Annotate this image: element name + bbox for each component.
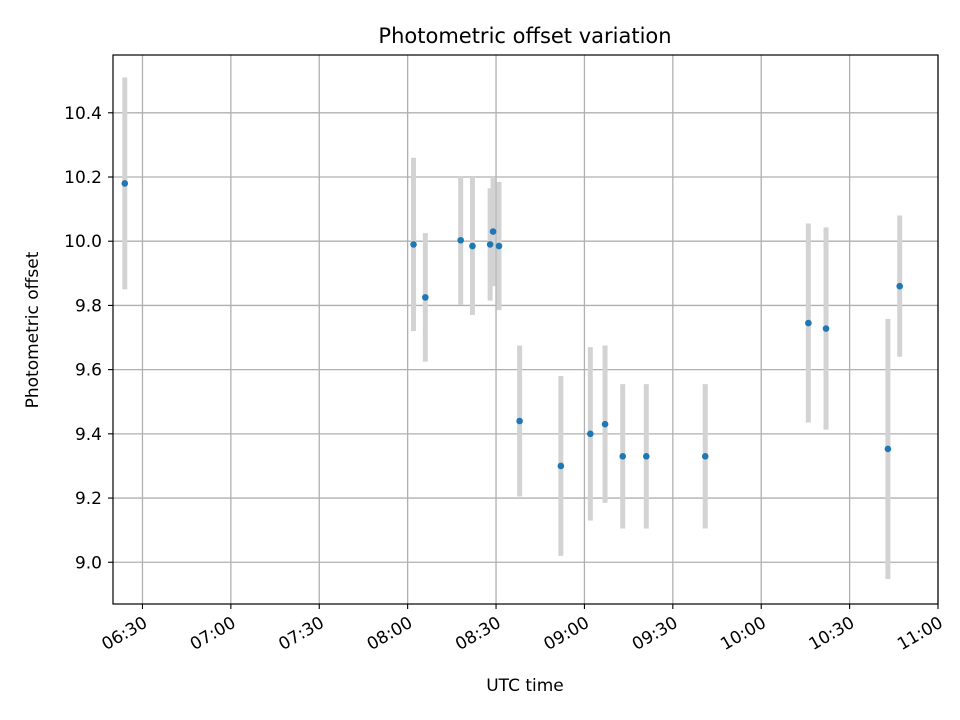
data-point: [557, 462, 565, 470]
data-point: [516, 417, 523, 425]
x-axis-title: UTC time: [486, 676, 564, 696]
y-tick-label: 10.4: [64, 104, 102, 124]
data-point: [457, 236, 464, 244]
data-point: [805, 319, 812, 327]
y-tick-label: 9.4: [75, 425, 102, 445]
y-tick-label: 9.0: [75, 553, 102, 573]
data-point: [619, 453, 627, 460]
y-tick-label: 9.2: [75, 489, 102, 509]
data-point: [469, 242, 476, 250]
data-point: [486, 241, 494, 248]
y-tick-label: 9.6: [75, 361, 102, 381]
data-point: [489, 228, 497, 235]
y-tick-label: 9.8: [75, 296, 102, 316]
data-point: [822, 325, 830, 332]
plot-frame: [112, 54, 939, 605]
data-point: [884, 445, 892, 453]
y-axis-title: Photometric offset: [23, 251, 43, 408]
data-point: [121, 180, 129, 187]
data-point: [601, 420, 609, 428]
data-points: [121, 180, 903, 470]
grid: [113, 55, 939, 604]
y-axis-ticks: 9.0 9.2 9.4 9.6 9.8 10.0 10.2 10.4: [64, 104, 113, 573]
chart-title: Photometric offset variation: [378, 24, 671, 48]
data-point: [495, 242, 503, 250]
data-point: [587, 430, 594, 438]
data-point: [422, 294, 429, 301]
y-tick-label: 10.2: [64, 168, 102, 188]
data-point: [896, 282, 903, 290]
data-point: [410, 241, 417, 248]
data-point: [701, 453, 709, 460]
y-tick-label: 10.0: [64, 232, 102, 252]
data-point: [643, 453, 650, 460]
